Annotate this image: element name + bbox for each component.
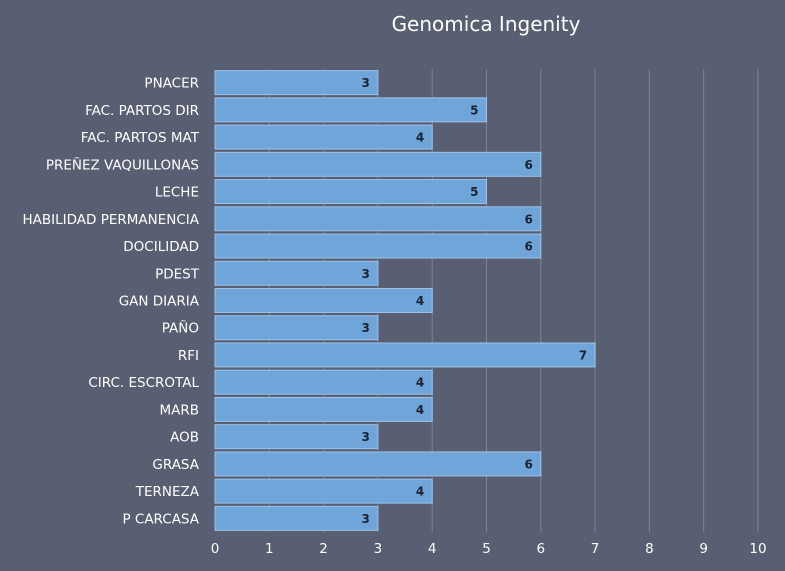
category-label-2: FAC. PARTOS MAT [81,130,200,146]
category-label-6: DOCILIDAD [123,239,199,255]
data-label-10: 7 [579,348,587,362]
bar-8 [214,288,433,313]
bar-12 [214,396,433,422]
bar-2 [214,124,433,150]
data-label-11: 4 [416,376,424,390]
bar-13 [214,424,379,450]
data-label-0: 3 [362,76,370,90]
category-label-4: LECHE [155,185,199,201]
category-label-15: TERNEZA [135,484,200,500]
bar-16 [214,505,379,531]
data-label-4: 5 [470,185,478,199]
data-label-5: 6 [524,212,532,226]
category-label-0: PNACER [144,76,199,92]
data-label-8: 4 [416,294,424,308]
x-tick-label-9: 9 [699,541,708,557]
category-label-13: AOB [170,430,199,446]
data-label-16: 3 [362,512,370,526]
category-label-16: P CARCASA [122,511,199,527]
bar-14 [214,451,542,477]
bar-10 [214,342,596,368]
bar-11 [214,369,433,395]
category-label-3: PREÑEZ VAQUILLONAS [46,156,199,173]
data-label-7: 3 [362,267,370,281]
x-tick-label-3: 3 [374,541,383,557]
bar-1 [214,97,487,123]
x-tick-label-1: 1 [265,541,274,557]
category-label-9: PAÑO [162,320,199,337]
bar-4 [214,179,487,205]
category-label-7: PDEST [155,266,200,282]
x-tick-label-6: 6 [537,541,546,557]
x-tick-label-0: 0 [211,541,220,557]
category-label-12: MARB [159,402,199,418]
bar-9 [214,315,379,341]
data-label-12: 4 [416,403,424,417]
data-label-13: 3 [362,430,370,444]
data-label-15: 4 [416,485,424,499]
x-tick-label-10: 10 [749,541,766,557]
bar-6 [214,233,542,259]
bar-5 [214,206,542,232]
x-tick-label-4: 4 [428,541,437,557]
x-tick-label-7: 7 [591,541,600,557]
bar-3 [214,151,542,177]
x-tick-label-2: 2 [319,541,328,557]
chart-title: Genomica Ingenity [391,12,581,36]
category-label-11: CIRC. ESCROTAL [88,375,199,391]
category-label-10: RFI [178,348,199,364]
category-label-14: GRASA [152,457,199,473]
x-tick-label-8: 8 [645,541,654,557]
data-label-14: 6 [524,457,532,471]
bar-7 [214,260,379,286]
bar-0 [214,70,379,96]
category-label-8: GAN DIARIA [119,294,200,310]
x-tick-label-5: 5 [482,541,491,557]
data-label-3: 6 [524,158,532,172]
data-label-1: 5 [470,103,478,117]
category-label-5: HABILIDAD PERMANENCIA [22,212,199,228]
data-label-2: 4 [416,131,424,145]
category-label-1: FAC. PARTOS DIR [85,103,199,119]
data-label-6: 6 [524,240,532,254]
data-label-9: 3 [362,321,370,335]
bar-15 [214,478,433,504]
